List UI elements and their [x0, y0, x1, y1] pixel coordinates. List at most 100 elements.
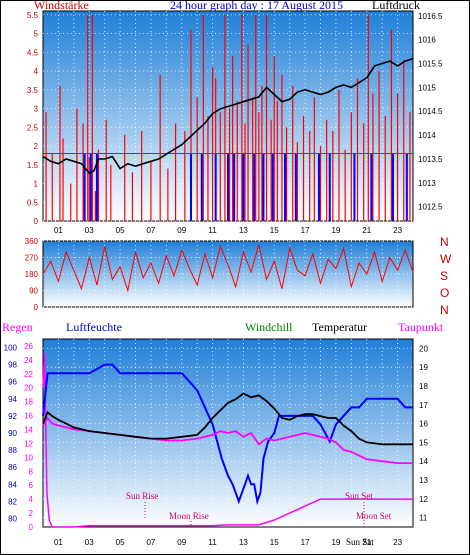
- wind-tick-label: 1.5: [27, 161, 39, 170]
- humidity-tick-label: 98: [8, 361, 17, 370]
- wind-tick-label: 0: [34, 217, 39, 226]
- hour-tick-label: 13: [239, 538, 248, 547]
- humidity-tick-label: 92: [8, 412, 17, 421]
- wind-tick-label: 0.5: [27, 198, 39, 207]
- wind-tick-label: 5.5: [27, 11, 39, 20]
- direction-tick-label: 180: [25, 270, 39, 279]
- rain-tick-label: 10: [24, 453, 33, 462]
- wind-tick-label: 3: [34, 105, 39, 114]
- rain-tick-label: 0: [29, 523, 34, 532]
- wind-tick-label: 2: [34, 142, 39, 151]
- humidity-line: [42, 363, 413, 506]
- direction-tick-label: 360: [25, 237, 39, 246]
- temperature-tick-label: 15: [419, 438, 428, 447]
- compass-letter: O: [440, 286, 449, 300]
- wind-direction-grid: [43, 240, 413, 308]
- dewpoint-axis-label: Taupunkt: [398, 320, 444, 334]
- sun-rise-label: Sun Rise: [126, 491, 158, 501]
- wind-strength-series: [43, 14, 413, 221]
- pressure-tick-label: 1015.5: [418, 60, 443, 69]
- hour-tick-label: 11: [208, 226, 217, 235]
- humidity-tick-label: 80: [8, 514, 17, 523]
- astro-annotations: Sun Rise Moon Rise Sun Set Moon Set Sun …: [126, 491, 392, 547]
- hour-tick-label: 01: [54, 226, 63, 235]
- hour-tick-label: 07: [146, 538, 155, 547]
- wind-axis-ticks: 0 0.5 1 1.5 2 2.5 3 3.5 4 4.5 5 5.5: [27, 11, 39, 226]
- humidity-tick-label: 94: [8, 395, 17, 404]
- pressure-tick-label: 1016: [418, 36, 436, 45]
- hour-tick-label: 03: [85, 226, 94, 235]
- temperature-axis-ticks: 11 12 13 14 15 16 17 18 19 20: [419, 344, 428, 522]
- rain-tick-label: 16: [24, 412, 33, 421]
- wind-panel-hour-ticks: 01 03 05 07 09 11 13 15 17 19 21 23: [54, 226, 403, 235]
- wind-tick-label: 2.5: [27, 123, 39, 132]
- rain-tick-label: 8: [29, 467, 34, 476]
- wind-axis-label: Windstärke: [34, 0, 89, 12]
- humidity-tick-label: 90: [8, 429, 17, 438]
- direction-axis-ticks: 0 90 180 270 360: [25, 237, 39, 312]
- temperature-tick-label: 17: [419, 401, 428, 410]
- hour-tick-label: 09: [177, 226, 186, 235]
- direction-tick-label: 270: [25, 254, 39, 263]
- wind-tick-label: 1: [34, 180, 39, 189]
- rain-tick-label: 2: [29, 509, 34, 518]
- wind-tick-label: 4: [34, 67, 39, 76]
- pressure-tick-label: 1013: [418, 179, 436, 188]
- pressure-tick-label: 1013.5: [418, 155, 443, 164]
- rain-tick-label: 18: [24, 398, 33, 407]
- hour-tick-label: 19: [331, 538, 340, 547]
- hour-tick-label: 11: [208, 538, 217, 547]
- direction-tick-label: 90: [29, 287, 38, 296]
- hour-tick-label: 17: [301, 538, 310, 547]
- temperature-tick-label: 16: [419, 420, 428, 429]
- hour-tick-label: 05: [116, 538, 125, 547]
- temperature-tick-label: 20: [419, 344, 428, 353]
- rain-axis-label: Regen: [2, 320, 33, 334]
- rain-tick-label: 12: [24, 439, 33, 448]
- temperature-axis-label: Temperatur: [312, 320, 367, 334]
- rain-tick-label: 22: [24, 370, 33, 379]
- pressure-tick-label: 1014: [418, 131, 436, 140]
- pressure-tick-label: 1016.5: [418, 12, 443, 21]
- graph-title: 24 hour graph day : 17 August 2015: [170, 0, 343, 12]
- humidity-tick-label: 88: [8, 446, 17, 455]
- temperature-tick-label: 19: [419, 363, 428, 372]
- hour-tick-label: 09: [177, 538, 186, 547]
- wind-tick-label: 3.5: [27, 86, 39, 95]
- pressure-axis-ticks: 1012.5 1013 1013.5 1014 1014.5 1015 1015.5 1016…: [418, 12, 443, 212]
- wind-tick-label: 4.5: [27, 48, 39, 57]
- rain-tick-label: 4: [29, 495, 34, 504]
- direction-tick-label: 0: [34, 303, 39, 312]
- climate-panel-hour-ticks: 01 03 05 07 09 11 13 15 17 19 21 23: [54, 538, 403, 547]
- pressure-tick-label: 1015: [418, 83, 436, 92]
- hour-tick-label: 13: [239, 226, 248, 235]
- pressure-tick-label: 1014.5: [418, 107, 443, 116]
- humidity-axis-ticks: 80 82 84 86 88 90 92 94 96 98 100: [4, 344, 18, 524]
- compass-letter: N: [440, 303, 449, 317]
- temperature-tick-label: 13: [419, 476, 428, 485]
- hour-tick-label: 21: [362, 226, 371, 235]
- temperature-tick-label: 18: [419, 382, 428, 391]
- hour-tick-label: 23: [393, 226, 402, 235]
- hour-tick-label: 01: [54, 538, 63, 547]
- wind-direction-line: [42, 244, 414, 293]
- rain-line: [42, 352, 413, 528]
- rain-tick-label: 14: [24, 426, 33, 435]
- hour-tick-label: 05: [116, 226, 125, 235]
- hour-tick-label: 15: [270, 226, 279, 235]
- wind-tick-label: 5: [34, 30, 39, 39]
- compass-letter: S: [440, 269, 448, 283]
- hour-tick-label: 15: [270, 538, 279, 547]
- windchill-label: Windchill: [245, 320, 293, 334]
- hour-tick-label: 23: [393, 538, 402, 547]
- sun-set-label: Sun Set: [345, 491, 373, 501]
- sun-sat-label: Sun Sat: [346, 537, 374, 547]
- humidity-axis-label: Luftfeuchte: [66, 320, 122, 334]
- pressure-line: [42, 57, 414, 175]
- temperature-tick-label: 12: [419, 495, 428, 504]
- hour-tick-label: 03: [85, 538, 94, 547]
- hour-tick-label: 07: [146, 226, 155, 235]
